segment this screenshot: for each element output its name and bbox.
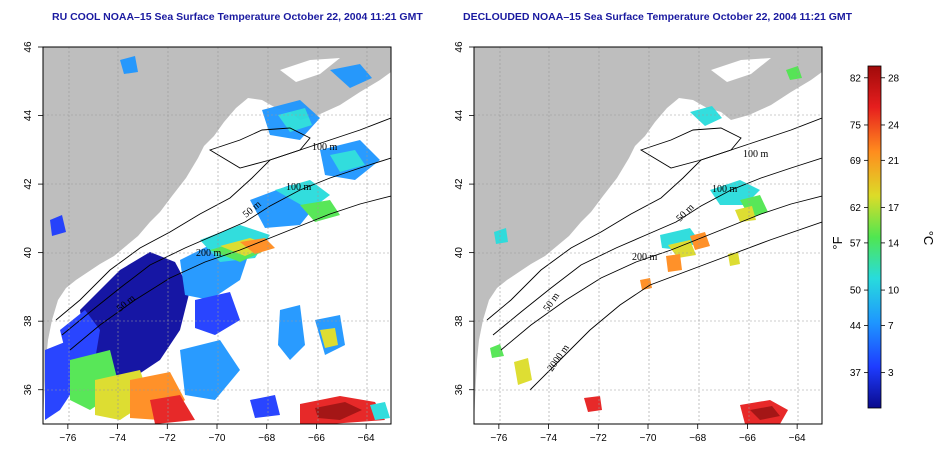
- fahrenheit-tick-label: 37: [850, 368, 862, 379]
- celsius-tick-label: 3: [888, 368, 894, 379]
- contour-label: 200 m: [632, 252, 658, 263]
- contour-label: 100 m: [712, 184, 738, 195]
- colorbar-ticks: 28 82 24 75 21 69 17 62 14 57 10 50 7 44 3 37: [850, 73, 900, 379]
- y-tick-label: 40: [454, 247, 465, 259]
- fahrenheit-tick-label: 69: [850, 156, 862, 167]
- graticule-left: [43, 47, 391, 424]
- right-axis-ticks: −76 −74 −72 −70 −68 −66 −64 46 44 42 40 38 36: [454, 41, 806, 444]
- celsius-unit-label: °C: [921, 231, 936, 246]
- celsius-tick-label: 21: [888, 156, 900, 167]
- y-tick-label: 42: [454, 178, 465, 190]
- y-tick-label: 46: [23, 41, 34, 53]
- fahrenheit-tick-label: 82: [850, 73, 862, 84]
- x-tick-label: −70: [640, 433, 657, 444]
- land-mass: [474, 47, 822, 424]
- contour-label: 200 m: [196, 248, 222, 259]
- y-tick-label: 38: [23, 315, 34, 327]
- contour-label: 100 m: [312, 142, 338, 153]
- x-tick-label: −76: [59, 433, 76, 444]
- graticule-right: [474, 47, 822, 424]
- y-tick-label: 46: [454, 41, 465, 53]
- x-tick-label: −76: [490, 433, 507, 444]
- x-tick-label: −70: [209, 433, 226, 444]
- contour-label: 50 m: [674, 202, 696, 224]
- y-tick-label: 44: [23, 110, 34, 122]
- celsius-tick-label: 28: [888, 73, 900, 84]
- nova-scotia: [749, 55, 822, 108]
- x-tick-label: −64: [789, 433, 806, 444]
- contour-label: 100 m: [286, 182, 312, 193]
- celsius-tick-label: 17: [888, 203, 900, 214]
- left-map-panel: 100 m 100 m 50 m 200 m 50 m −76 −74 −72 −70…: [23, 41, 392, 444]
- fahrenheit-tick-label: 50: [850, 286, 862, 297]
- y-tick-label: 42: [23, 178, 34, 190]
- fahrenheit-tick-label: 44: [850, 321, 862, 332]
- x-tick-label: −74: [540, 433, 557, 444]
- celsius-tick-label: 7: [888, 321, 894, 332]
- celsius-tick-label: 14: [888, 238, 900, 249]
- right-panel-title: DECLOUDED NOAA–15 Sea Surface Temperatur…: [463, 11, 853, 23]
- inland-water: [711, 58, 771, 82]
- x-tick-label: −66: [739, 433, 756, 444]
- colorbar-gradient: [867, 65, 882, 409]
- x-tick-label: −66: [308, 433, 325, 444]
- left-axis-ticks: −76 −74 −72 −70 −68 −66 −64 46 44 42 40 38 36: [23, 41, 375, 444]
- x-tick-label: −68: [689, 433, 706, 444]
- y-tick-label: 38: [454, 315, 465, 327]
- left-panel-title: RU COOL NOAA–15 Sea Surface Temperature …: [52, 11, 423, 23]
- y-tick-label: 36: [23, 384, 34, 396]
- temperature-colorbar: 28 82 24 75 21 69 17 62 14 57 10 50 7 44 3 37 °F °C: [830, 65, 936, 409]
- x-tick-label: −74: [109, 433, 126, 444]
- y-tick-label: 40: [23, 247, 34, 259]
- inland-water: [280, 58, 340, 82]
- sst-patches-right: [490, 66, 802, 424]
- y-tick-label: 36: [454, 384, 465, 396]
- right-map-panel: 100 m 100 m 50 m 200 m 50 m 2000 m −76 −7…: [454, 41, 823, 444]
- x-tick-label: −72: [159, 433, 176, 444]
- fahrenheit-tick-label: 62: [850, 203, 862, 214]
- celsius-tick-label: 24: [888, 120, 900, 131]
- x-tick-label: −64: [358, 433, 375, 444]
- contour-label: 50 m: [541, 291, 562, 314]
- contour-label: 100 m: [743, 149, 769, 160]
- x-tick-label: −68: [258, 433, 275, 444]
- bathymetry-contours-right: [486, 117, 822, 391]
- fahrenheit-tick-label: 57: [850, 238, 862, 249]
- bathymetry-contours-left: [55, 117, 391, 351]
- fahrenheit-tick-label: 75: [850, 120, 862, 131]
- contour-label: 2000 m: [545, 342, 572, 373]
- fahrenheit-unit-label: °F: [830, 236, 845, 249]
- y-tick-label: 44: [454, 110, 465, 122]
- celsius-tick-label: 10: [888, 286, 900, 297]
- land-mass: [43, 47, 391, 424]
- x-tick-label: −72: [590, 433, 607, 444]
